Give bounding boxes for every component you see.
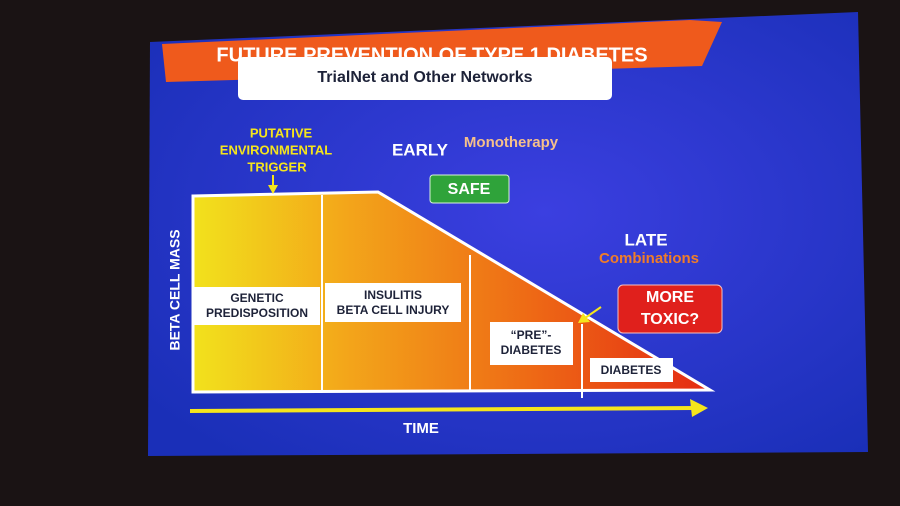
arrow-head [268,185,278,194]
stage-label: GENETIC [230,291,284,305]
stage-label: DIABETES [601,363,662,377]
subtitle: TrialNet and Other Networks [317,69,532,86]
stage-box [590,358,673,382]
stage-label: BETA CELL INJURY [337,303,450,317]
early-label: EARLY [392,140,449,159]
toxic-text: TOXIC? [641,311,699,328]
toxic-text: MORE [646,289,694,306]
stage-label: INSULITIS [364,288,422,302]
stage-box [325,283,461,322]
trigger-label: TRIGGER [247,159,307,174]
late-therapy: Combinations [599,250,699,267]
y-axis-label: BETA CELL MASS [167,229,183,350]
stage-label: DIABETES [501,343,562,357]
pointer-arrow [584,306,602,319]
trigger-label: PUTATIVE [250,125,313,140]
stage-label: PREDISPOSITION [206,306,308,320]
x-axis-label: TIME [403,420,439,437]
safe-badge [429,174,510,204]
arrow-head [690,399,708,417]
safe-text: SAFE [448,181,491,198]
toxic-badge [617,284,723,334]
early-therapy: Monotherapy [464,134,559,151]
late-label: LATE [624,230,667,249]
time-arrow [189,406,696,413]
stage-box [193,287,320,325]
arrow-head [578,313,590,323]
trigger-label: ENVIRONMENTAL [220,142,332,157]
subtitle-box [238,57,612,100]
stage-box [490,322,573,365]
stage-label: “PRE”- [511,328,552,342]
